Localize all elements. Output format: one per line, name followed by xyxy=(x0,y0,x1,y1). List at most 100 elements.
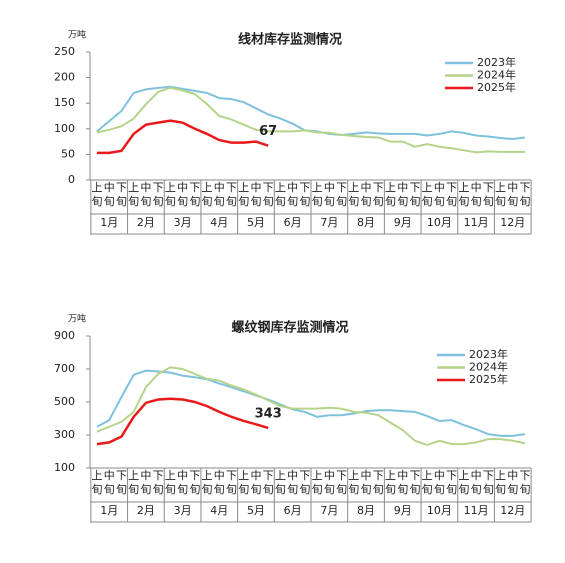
x-tick-label: 上旬 xyxy=(238,469,249,496)
x-tick-label: 下旬 xyxy=(446,469,457,496)
month-label: 3月 xyxy=(174,216,192,229)
x-tick-label: 下旬 xyxy=(153,469,164,496)
month-label: 11月 xyxy=(464,216,489,229)
x-tick-label: 中旬 xyxy=(250,469,261,496)
legend-label: 2023年 xyxy=(477,55,516,69)
x-tick-label: 中旬 xyxy=(397,469,408,496)
legend-label: 2023年 xyxy=(469,347,508,361)
x-tick-label: 中旬 xyxy=(214,181,225,208)
x-tick-label: 上旬 xyxy=(458,181,469,208)
month-label: 9月 xyxy=(394,216,412,229)
x-tick-label: 下旬 xyxy=(373,469,384,496)
month-label: 7月 xyxy=(320,216,338,229)
x-tick-label: 上旬 xyxy=(275,181,286,208)
chart-title: 线材库存监测情况 xyxy=(238,32,342,48)
y-tick-label: 100 xyxy=(54,122,75,135)
x-tick-label: 下旬 xyxy=(263,469,274,496)
series-line xyxy=(97,119,269,155)
x-tick-label: 中旬 xyxy=(104,181,115,208)
series-line xyxy=(96,366,526,446)
x-tick-label: 上旬 xyxy=(165,181,176,208)
x-tick-label: 上旬 xyxy=(202,181,213,208)
x-tick-label: 下旬 xyxy=(116,181,127,208)
month-label: 6月 xyxy=(284,216,302,229)
x-tick-label: 下旬 xyxy=(373,181,384,208)
month-label: 6月 xyxy=(284,504,302,517)
month-label: 9月 xyxy=(394,504,412,517)
x-tick-label: 中旬 xyxy=(214,469,225,496)
x-tick-label: 上旬 xyxy=(458,469,469,496)
series-line xyxy=(96,397,269,446)
x-tick-label: 中旬 xyxy=(104,469,115,496)
x-tick-label: 中旬 xyxy=(324,181,335,208)
legend-label: 2024年 xyxy=(477,68,516,82)
x-tick-label: 上旬 xyxy=(385,469,396,496)
x-tick-label: 上旬 xyxy=(348,181,359,208)
x-tick-label: 下旬 xyxy=(153,181,164,208)
x-tick-label: 上旬 xyxy=(92,469,103,496)
x-tick-label: 上旬 xyxy=(275,469,286,496)
month-label: 8月 xyxy=(357,216,375,229)
x-tick-label: 中旬 xyxy=(140,181,151,208)
x-tick-label: 下旬 xyxy=(446,181,457,208)
month-label: 1月 xyxy=(100,216,118,229)
x-tick-label: 下旬 xyxy=(483,181,494,208)
month-label: 11月 xyxy=(464,504,489,517)
x-tick-label: 中旬 xyxy=(507,181,518,208)
month-label: 12月 xyxy=(500,216,525,229)
month-label: 1月 xyxy=(100,504,118,517)
y-tick-label: 50 xyxy=(61,147,75,160)
x-tick-label: 上旬 xyxy=(92,181,103,208)
x-tick-label: 下旬 xyxy=(226,181,237,208)
month-label: 8月 xyxy=(357,504,375,517)
x-tick-label: 上旬 xyxy=(348,469,359,496)
month-label: 5月 xyxy=(247,504,265,517)
legend-label: 2025年 xyxy=(469,372,508,386)
x-tick-label: 中旬 xyxy=(434,181,445,208)
x-tick-label: 下旬 xyxy=(336,181,347,208)
x-tick-label: 下旬 xyxy=(520,469,531,496)
month-label: 2月 xyxy=(137,504,155,517)
x-tick-label: 下旬 xyxy=(189,181,200,208)
x-tick-label: 中旬 xyxy=(177,181,188,208)
month-label: 2月 xyxy=(137,216,155,229)
x-tick-label: 上旬 xyxy=(312,469,323,496)
x-tick-label: 上旬 xyxy=(128,181,139,208)
month-label: 3月 xyxy=(174,504,192,517)
x-tick-label: 下旬 xyxy=(409,469,420,496)
x-tick-label: 下旬 xyxy=(483,469,494,496)
x-tick-label: 上旬 xyxy=(495,181,506,208)
chart-title: 螺纹钢库存监测情况 xyxy=(231,320,348,336)
x-tick-label: 下旬 xyxy=(520,181,531,208)
y-tick-label: 700 xyxy=(54,362,75,375)
y-tick-label: 300 xyxy=(54,428,75,441)
month-label: 4月 xyxy=(210,504,228,517)
x-tick-label: 下旬 xyxy=(226,469,237,496)
y-tick-label: 250 xyxy=(54,45,75,58)
month-label: 12月 xyxy=(500,504,525,517)
y-tick-label: 500 xyxy=(54,395,75,408)
series-line xyxy=(96,369,526,437)
month-label: 5月 xyxy=(247,216,265,229)
x-tick-label: 上旬 xyxy=(422,469,433,496)
y-tick-label: 100 xyxy=(54,461,75,474)
x-tick-label: 中旬 xyxy=(287,469,298,496)
month-label: 7月 xyxy=(320,504,338,517)
x-tick-label: 上旬 xyxy=(165,469,176,496)
x-tick-label: 中旬 xyxy=(361,469,372,496)
y-tick-label: 0 xyxy=(68,173,75,186)
x-tick-label: 上旬 xyxy=(495,469,506,496)
x-tick-label: 上旬 xyxy=(238,181,249,208)
legend-label: 2025年 xyxy=(477,80,516,94)
month-label: 10月 xyxy=(427,504,452,517)
y-tick-label: 150 xyxy=(54,96,75,109)
x-tick-label: 上旬 xyxy=(128,469,139,496)
x-tick-label: 下旬 xyxy=(336,469,347,496)
x-tick-label: 中旬 xyxy=(507,469,518,496)
x-tick-label: 下旬 xyxy=(299,469,310,496)
y-unit: 万吨 xyxy=(68,29,86,41)
x-tick-label: 中旬 xyxy=(434,469,445,496)
x-tick-label: 中旬 xyxy=(140,469,151,496)
y-unit: 万吨 xyxy=(68,313,86,325)
